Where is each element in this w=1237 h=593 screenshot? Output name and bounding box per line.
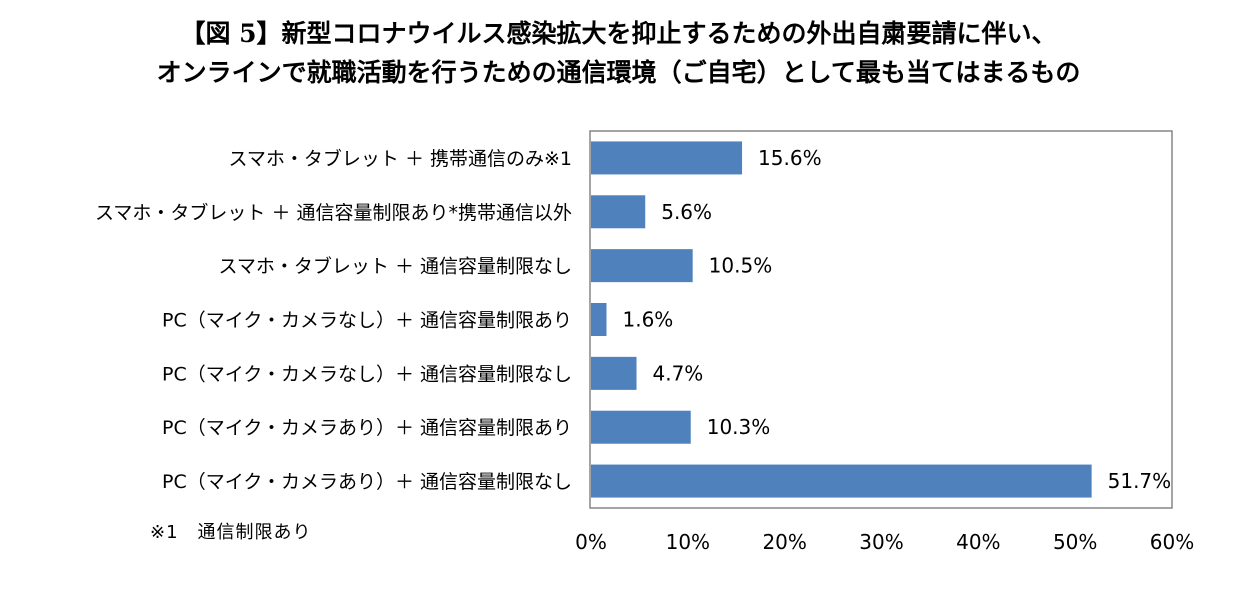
bar (591, 249, 693, 283)
category-label: PC（マイク・カメラあり）＋ 通信容量制限なし (162, 471, 572, 493)
value-label: 15.6% (758, 146, 822, 170)
chart-title-line-1: 【図 5】新型コロナウイルス感染拡大を抑止するための外出自粛要請に伴い、 (180, 19, 1057, 48)
x-tick-label: 40% (956, 530, 1000, 554)
x-tick-label: 0% (575, 530, 607, 554)
value-label: 51.7% (1108, 469, 1172, 493)
footnote: ※1 通信制限あり (150, 522, 312, 543)
x-tick-label: 10% (666, 530, 710, 554)
bar (591, 464, 1092, 498)
plot-area-frame (589, 130, 1173, 509)
category-label: スマホ・タブレット ＋ 通信容量制限あり*携帯通信以外 (95, 201, 572, 224)
category-label: スマホ・タブレット ＋ 携帯通信のみ※1 (228, 147, 572, 170)
x-tick-label: 30% (859, 530, 903, 554)
category-label: PC（マイク・カメラなし）＋ 通信容量制限なし (162, 363, 572, 385)
value-label: 1.6% (622, 308, 673, 332)
bar (591, 303, 607, 336)
bar (591, 195, 646, 229)
chart-title-line-2: オンラインで就職活動を行うための通信環境（ご自宅）として最も当てはまるもの (156, 58, 1081, 87)
category-label: PC（マイク・カメラなし）＋ 通信容量制限あり (162, 310, 572, 332)
value-label: 10.5% (709, 254, 773, 278)
bar (591, 141, 743, 175)
bar (591, 410, 691, 444)
value-label: 5.6% (661, 200, 712, 224)
x-tick-label: 50% (1053, 530, 1097, 554)
value-label: 10.3% (707, 415, 771, 439)
category-label: PC（マイク・カメラあり）＋ 通信容量制限あり (162, 417, 572, 439)
category-label: スマホ・タブレット ＋ 通信容量制限なし (218, 255, 572, 278)
x-tick-label: 60% (1150, 530, 1194, 554)
bar (591, 356, 637, 390)
x-tick-label: 20% (762, 530, 806, 554)
value-label: 4.7% (653, 361, 704, 385)
